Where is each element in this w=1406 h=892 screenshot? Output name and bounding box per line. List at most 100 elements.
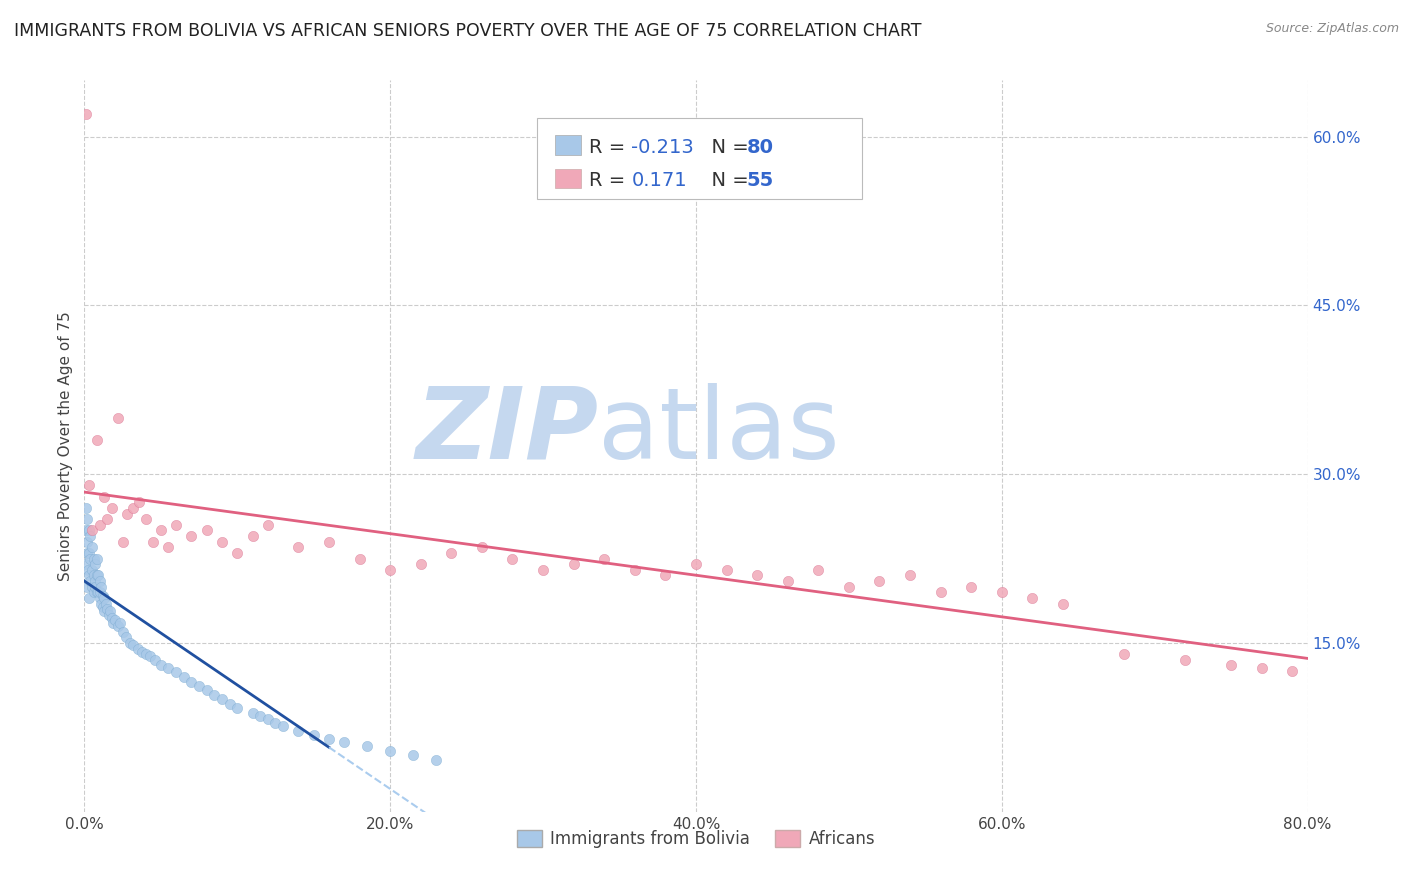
Point [93,490,115,504]
Point [149,524,172,538]
Point [89,591,111,605]
Point [1220,658,1243,673]
Point [131,645,153,659]
Text: 55: 55 [747,171,773,190]
Point [471,541,494,555]
Point [122,500,145,515]
Point [96,512,118,526]
Point [83,551,105,566]
Point [838,580,860,594]
Point [440,546,463,560]
Point [333,735,356,749]
Point [1021,591,1043,605]
Point [226,546,249,560]
Point [103,615,125,630]
Point [318,731,340,746]
Point [101,611,124,625]
Point [90,597,112,611]
Point [991,585,1014,599]
Point [211,534,233,549]
Point [157,661,180,675]
Point [226,701,249,715]
Point [111,624,134,639]
Text: R =: R = [589,137,631,157]
Point [89,585,111,599]
Point [425,753,447,767]
Point [287,723,309,738]
Point [380,563,402,577]
Point [83,568,105,582]
Point [76,512,98,526]
Text: Source: ZipAtlas.com: Source: ZipAtlas.com [1265,22,1399,36]
Point [77,546,100,560]
Point [89,574,111,588]
Point [869,574,891,588]
Point [624,563,647,577]
Point [86,585,108,599]
Point [287,541,309,555]
Text: -0.213: -0.213 [631,137,695,157]
Point [108,615,131,630]
Point [562,557,585,571]
Point [80,541,103,555]
Point [242,529,264,543]
Point [142,534,165,549]
Point [654,568,676,582]
Point [77,568,100,582]
Point [165,665,187,680]
Point [180,529,202,543]
Text: ZIP: ZIP [415,383,598,480]
Point [143,653,166,667]
Point [716,563,738,577]
Point [80,563,103,577]
Point [104,614,127,628]
Text: N =: N = [699,171,755,190]
Point [97,607,120,622]
Point [531,563,554,577]
Point [76,580,98,594]
Point [115,507,138,521]
Point [80,524,103,538]
Point [1052,597,1074,611]
Point [76,546,98,560]
Text: atlas: atlas [598,383,839,480]
Point [77,563,100,577]
Point [1281,664,1303,678]
Point [747,568,769,582]
Point [249,709,271,723]
Point [165,517,187,532]
Point [135,512,157,526]
Point [960,580,983,594]
Point [91,599,114,614]
Text: N =: N = [699,137,755,157]
Point [211,692,233,706]
Point [111,534,134,549]
Point [84,574,107,588]
Point [79,551,101,566]
Point [77,591,100,605]
Point [195,524,218,538]
Point [98,604,121,618]
Point [242,706,264,720]
Point [173,670,195,684]
Point [502,551,524,566]
Point [149,658,172,673]
Point [128,495,150,509]
Point [127,641,149,656]
Point [157,541,180,555]
Point [96,602,118,616]
Point [76,534,98,549]
Point [257,713,280,727]
Point [84,580,107,594]
Point [93,604,115,618]
Point [77,524,100,538]
Point [79,529,101,543]
Point [75,524,97,538]
Point [356,739,378,754]
Point [264,715,287,730]
Point [122,638,145,652]
Point [80,580,103,594]
Point [807,563,830,577]
Text: 0.171: 0.171 [631,171,688,190]
Point [318,534,340,549]
